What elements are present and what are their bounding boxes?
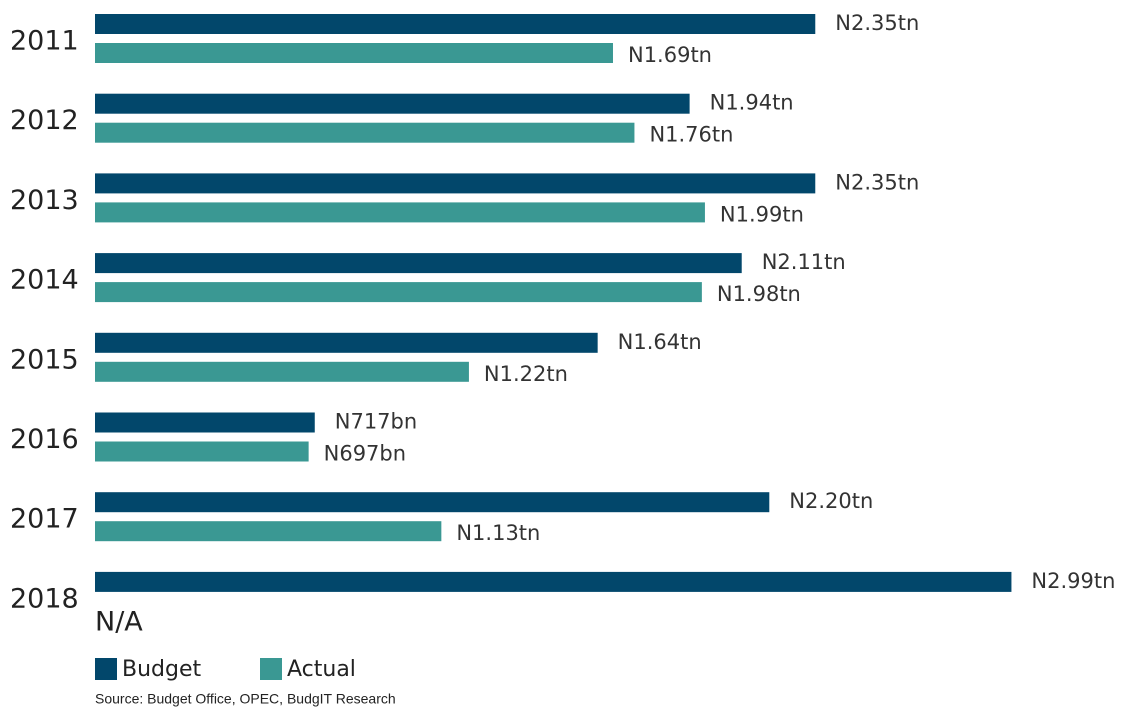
bar <box>95 412 315 433</box>
value-label: N2.35tn <box>835 170 919 194</box>
bar <box>95 14 816 34</box>
bar <box>95 361 469 382</box>
bar <box>95 173 816 194</box>
source-note: Source: Budget Office, OPEC, BudgIT Rese… <box>95 691 396 707</box>
bar <box>95 441 309 462</box>
value-label: N1.22tn <box>484 362 568 386</box>
value-label: N2.35tn <box>835 11 919 35</box>
bar <box>95 202 705 223</box>
value-label: N1.64tn <box>618 330 702 354</box>
bar <box>95 122 635 143</box>
y-tick-label: 2018 <box>10 583 79 614</box>
value-label: N2.20tn <box>789 489 873 513</box>
value-label: N2.11tn <box>762 250 846 274</box>
y-tick-label: 2014 <box>10 265 79 296</box>
value-label: N1.13tn <box>456 521 540 545</box>
bar <box>95 521 442 542</box>
value-label: N1.99tn <box>720 202 804 226</box>
y-tick-label: 2011 <box>10 26 79 57</box>
value-label: N/A <box>95 606 143 637</box>
legend-label: Actual <box>287 657 356 682</box>
bar <box>95 571 1012 592</box>
bar <box>95 282 702 303</box>
value-label: N1.94tn <box>710 91 794 115</box>
y-tick-label: 2015 <box>10 344 79 375</box>
legend-label: Budget <box>122 657 202 682</box>
y-tick-label: 2012 <box>10 105 79 136</box>
value-label: N1.69tn <box>628 43 712 67</box>
y-tick-label: 2017 <box>10 504 79 535</box>
value-label: N717bn <box>335 410 417 434</box>
y-tick-label: 2016 <box>10 424 79 455</box>
value-label: N1.76tn <box>649 123 733 147</box>
legend-swatch <box>260 658 282 680</box>
bar <box>95 492 770 513</box>
bar <box>95 253 742 274</box>
bar <box>95 332 598 353</box>
bar <box>95 93 690 114</box>
value-label: N1.98tn <box>717 282 801 306</box>
value-label: N2.99tn <box>1031 569 1115 593</box>
value-label: N697bn <box>324 442 406 466</box>
y-tick-label: 2013 <box>10 185 79 216</box>
legend-swatch <box>95 658 117 680</box>
bar <box>95 43 613 63</box>
